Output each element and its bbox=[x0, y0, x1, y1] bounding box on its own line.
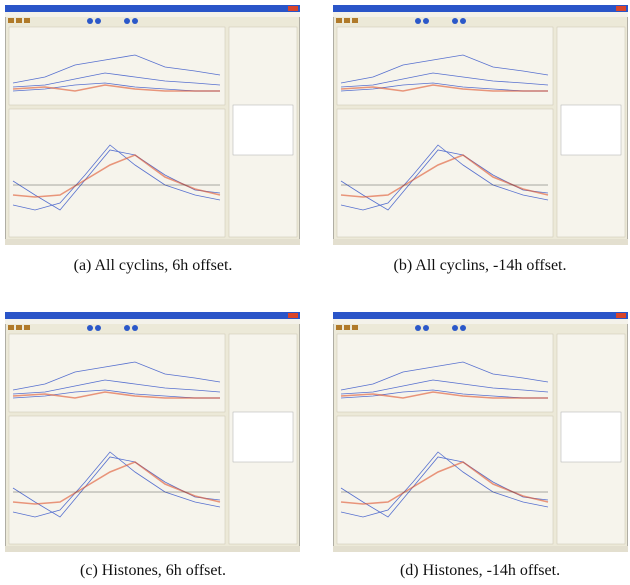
screenshot bbox=[333, 5, 628, 245]
screenshot bbox=[5, 312, 300, 552]
screenshot bbox=[5, 5, 300, 245]
figure: {"captions": ["(a) All cyclins, 6h offse… bbox=[0, 0, 630, 585]
screenshot bbox=[333, 312, 628, 552]
caption: (d) Histones, -14h offset. bbox=[330, 562, 630, 580]
caption: (c) Histones, 6h offset. bbox=[3, 562, 303, 580]
caption: (b) All cyclins, -14h offset. bbox=[330, 257, 630, 275]
caption: (a) All cyclins, 6h offset. bbox=[3, 257, 303, 275]
